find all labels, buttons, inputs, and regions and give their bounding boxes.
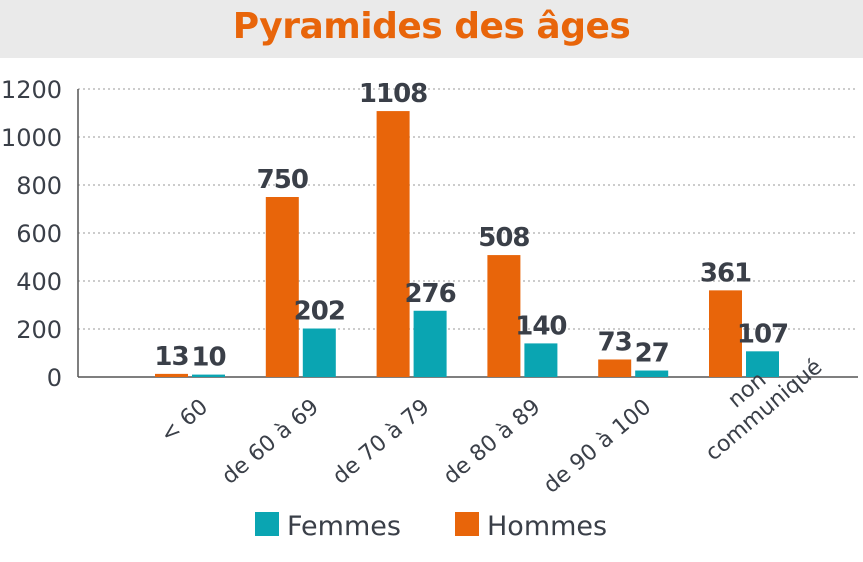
y-tick-label: 1000: [1, 124, 62, 152]
bar-hommes: [487, 255, 521, 377]
bar-femmes: [192, 374, 225, 377]
legend-swatch-hommes: [455, 512, 479, 536]
value-label-femmes: 27: [635, 339, 669, 369]
bar-femmes: [302, 328, 336, 377]
value-label-hommes: 750: [257, 165, 308, 195]
bar-femmes: [746, 351, 779, 377]
y-tick-label: 600: [16, 220, 62, 248]
title-bar: [0, 0, 863, 58]
value-label-hommes: 508: [478, 223, 529, 253]
value-label-hommes: 73: [598, 327, 632, 357]
legend-label-hommes: Hommes: [487, 511, 607, 542]
y-tick-label: 1200: [1, 76, 62, 104]
legend-label-femmes: Femmes: [287, 511, 401, 542]
y-tick-label: 400: [16, 268, 62, 296]
value-label-hommes: 13: [154, 342, 188, 372]
bar-hommes: [155, 373, 188, 377]
bar-femmes: [413, 310, 447, 377]
chart-title: Pyramides des âges: [232, 6, 631, 47]
bar-hommes: [598, 359, 632, 377]
legend-swatch-femmes: [255, 512, 279, 536]
bar-femmes: [524, 343, 558, 377]
value-label-femmes: 140: [515, 311, 566, 341]
x-category-label: de 60 à 69: [217, 395, 323, 490]
value-label-femmes: 107: [737, 319, 788, 349]
bar-hommes: [709, 290, 742, 377]
x-category-label: de 80 à 89: [439, 395, 545, 490]
y-tick-label: 800: [16, 172, 62, 200]
value-label-hommes: 361: [700, 258, 751, 288]
bar-femmes: [635, 370, 669, 377]
value-label-femmes: 10: [191, 343, 225, 373]
x-category-label: de 70 à 79: [328, 395, 434, 490]
value-label-femmes: 276: [404, 279, 455, 309]
x-category-label: de 90 à 100: [539, 395, 656, 499]
x-category-label: < 60: [156, 395, 213, 448]
y-tick-label: 0: [47, 364, 62, 392]
bar-hommes: [265, 197, 299, 377]
value-label-hommes: 1108: [359, 79, 427, 109]
value-label-femmes: 202: [294, 297, 345, 327]
bar-hommes: [376, 111, 410, 377]
y-tick-label: 200: [16, 316, 62, 344]
